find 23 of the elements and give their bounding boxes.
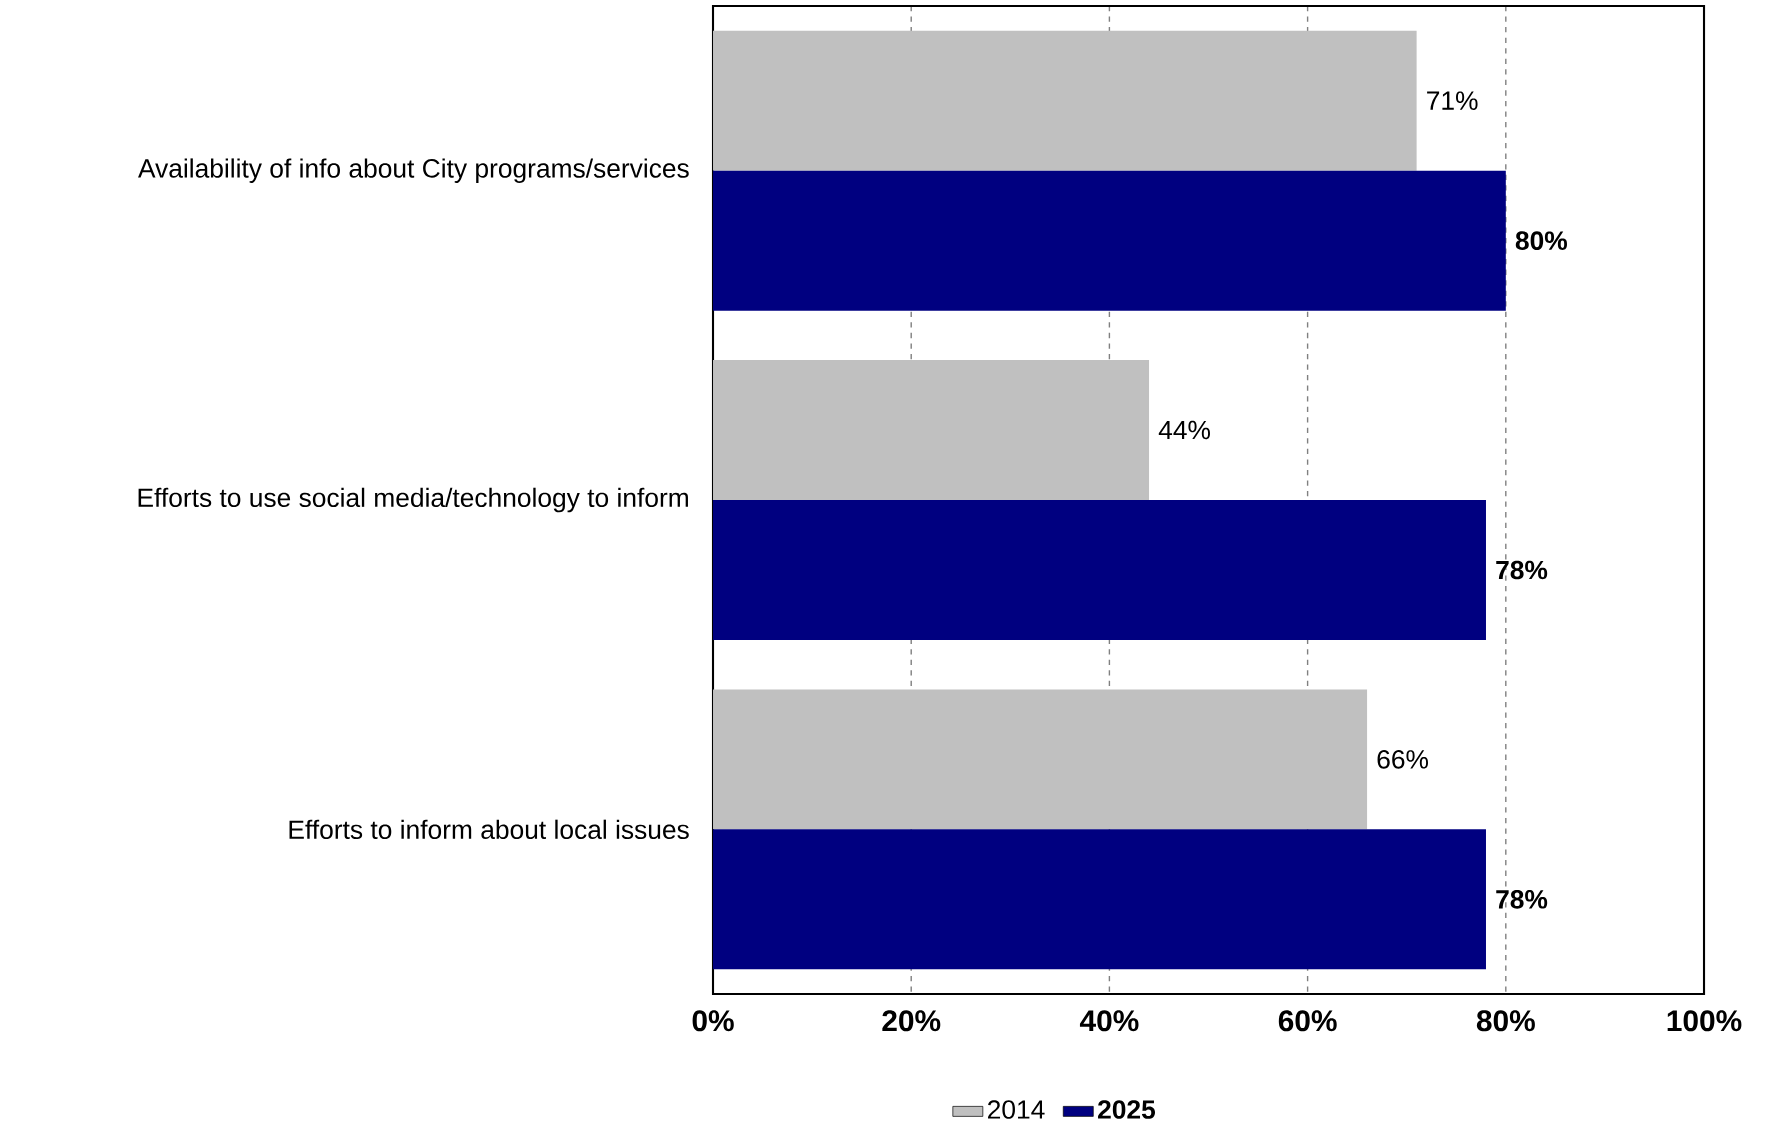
legend-label: 2014 xyxy=(988,1100,1045,1119)
bar xyxy=(713,170,1506,311)
data-label: 71% xyxy=(1427,91,1478,110)
bar xyxy=(713,829,1486,970)
bar xyxy=(713,689,1368,830)
bar xyxy=(713,360,1150,501)
x-tick-label: 20% xyxy=(882,1010,941,1032)
x-tick-label: 0% xyxy=(692,1010,734,1032)
y-tick-label: Efforts to inform about local issues xyxy=(289,819,689,840)
data-label: 66% xyxy=(1377,750,1429,769)
bar xyxy=(713,30,1417,171)
data-label: 78% xyxy=(1496,560,1548,580)
x-tick-label: 40% xyxy=(1079,1010,1139,1032)
y-tick-label: Availability of info about City programs/services xyxy=(138,158,689,183)
bar xyxy=(713,500,1486,640)
x-tick-label: 60% xyxy=(1278,1010,1337,1032)
x-tick-label: 80% xyxy=(1476,1010,1535,1032)
y-tick-label: Efforts to use social media/technology to inform xyxy=(138,487,688,513)
data-label: 80% xyxy=(1515,231,1567,250)
legend-label: 2025 xyxy=(1098,1100,1156,1119)
data-label: 78% xyxy=(1496,889,1548,909)
data-label: 44% xyxy=(1158,420,1210,440)
x-tick-label: 100% xyxy=(1667,1010,1742,1032)
